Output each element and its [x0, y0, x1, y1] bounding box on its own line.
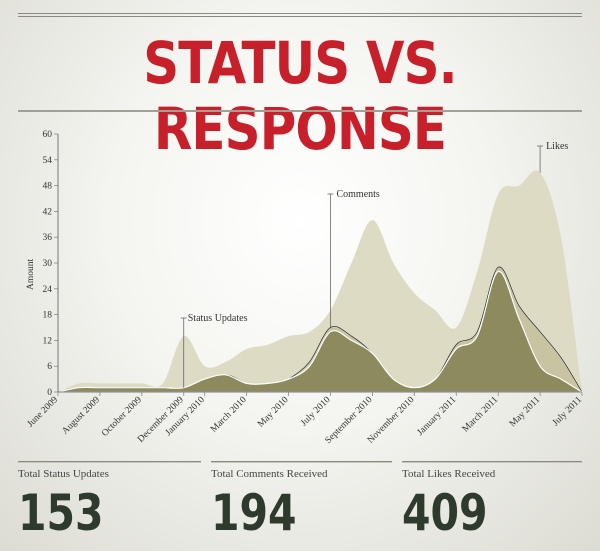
y-tick-label: 6: [47, 362, 52, 372]
x-tick-label: March 2010: [209, 395, 249, 435]
title-rule: [18, 110, 582, 112]
y-tick-label: 0: [47, 388, 52, 398]
x-tick-label: October 2009: [100, 395, 144, 439]
x-tick-label: January 2011: [416, 395, 459, 438]
y-tick-label: 36: [43, 233, 53, 243]
y-tick-label: 48: [43, 182, 53, 192]
annotation-label: Comments: [336, 189, 379, 200]
annotation-label: Status Updates: [188, 313, 248, 324]
y-axis-label: Amount: [26, 259, 36, 291]
stat-likes-received: Total Likes Received 409: [402, 461, 582, 540]
stat-rule: [211, 461, 392, 463]
stat-rule: [18, 461, 201, 463]
area-layer: [57, 170, 585, 393]
series-area-status-updates: [57, 271, 585, 393]
stat-value: 153: [18, 484, 104, 542]
top-rule: [18, 13, 582, 17]
annotation-layer: Status Updates Comments Likes: [180, 141, 568, 388]
stat-label: Total Comments Received: [211, 468, 328, 480]
stat-value: 409: [402, 484, 488, 542]
y-tick-label: 54: [43, 156, 53, 166]
y-tick-label: 30: [43, 259, 53, 269]
y-tick-label: 12: [43, 336, 53, 346]
annotation-label: Likes: [546, 141, 568, 152]
y-tick-label: 18: [43, 311, 53, 321]
stat-comments-received: Total Comments Received 194: [211, 461, 392, 540]
stat-label: Total Status Updates: [18, 468, 109, 480]
x-tick-label: May 2011: [508, 395, 542, 429]
page-title: STATUS VS. RESPONSE: [143, 29, 457, 163]
y-tick-label: 24: [43, 285, 53, 295]
x-tick-label: March 2011: [461, 395, 501, 435]
y-tick-label: 60: [43, 130, 53, 140]
stat-label: Total Likes Received: [402, 468, 496, 480]
stat-rule: [402, 461, 582, 463]
stat-value: 194: [211, 484, 297, 542]
series-area-likes: [58, 170, 582, 392]
x-tick-label: July 2010: [299, 395, 333, 429]
x-tick-label: July 2011: [551, 395, 584, 428]
x-tick-label: May 2010: [256, 395, 291, 430]
stat-status-updates: Total Status Updates 153: [18, 461, 201, 540]
x-tick-label: August 2009: [60, 395, 102, 437]
y-tick-label: 42: [43, 207, 53, 217]
x-tick-label: June 2009: [26, 395, 61, 430]
